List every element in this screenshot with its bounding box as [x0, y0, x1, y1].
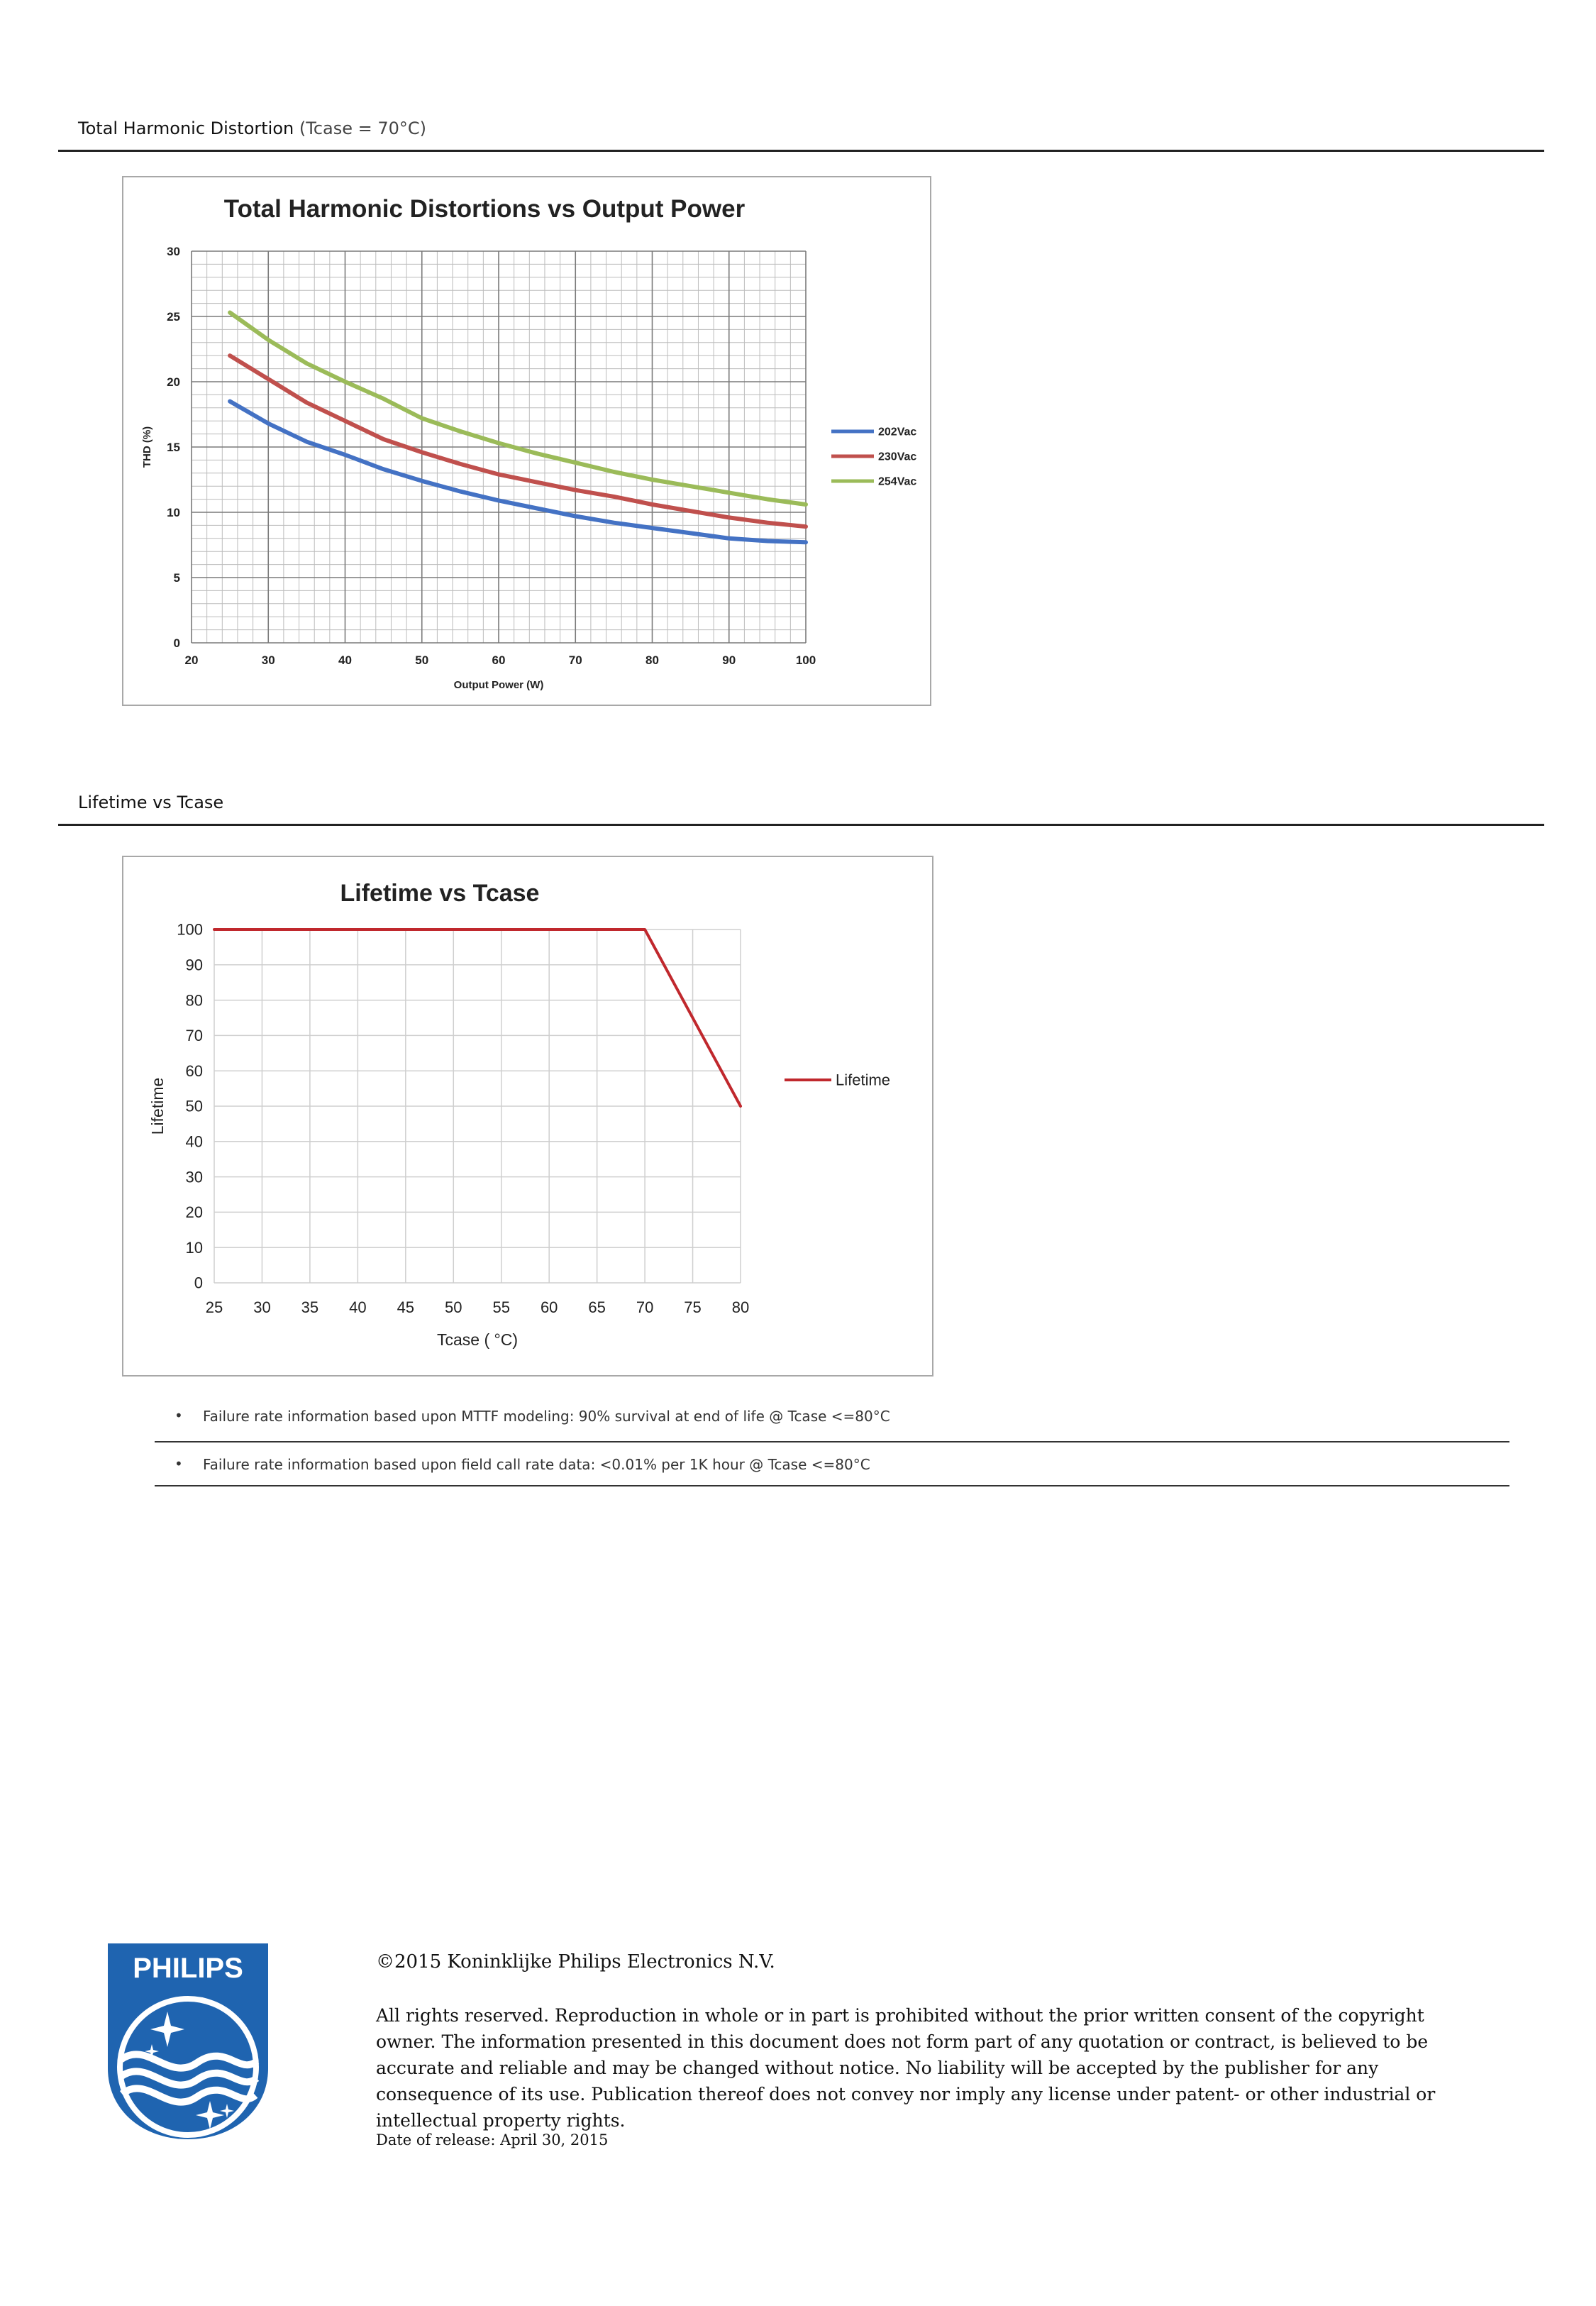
lifetime-chart: 25 30 35 40 45 50 55 60 65 70 75 80 0 10 20 30 40 50 60 70 8…	[122, 856, 933, 1377]
legend-label: Lifetime	[836, 1071, 890, 1089]
x-tick-label: 30	[253, 1298, 270, 1316]
legend-label: 230Vac	[878, 451, 916, 463]
y-tick-label: 30	[167, 245, 180, 258]
y-tick-label: 30	[186, 1168, 203, 1186]
x-tick-label: 40	[349, 1298, 366, 1316]
y-tick-label: 0	[174, 636, 180, 650]
thd-title: Total Harmonic Distortion	[78, 118, 294, 138]
note-divider	[155, 1485, 1509, 1486]
y-tick-label: 60	[186, 1062, 203, 1080]
y-tick-label: 25	[167, 310, 180, 324]
copyright-text: ©2015 Koninklijke Philips Electronics N.…	[376, 1951, 775, 1973]
x-axis-label: Output Power (W)	[454, 679, 544, 691]
legend-label: 254Vac	[878, 476, 916, 488]
x-tick-label: 60	[492, 653, 506, 667]
y-tick-label: 0	[194, 1274, 203, 1292]
x-tick-label: 25	[206, 1298, 223, 1316]
y-tick-label: 5	[174, 571, 180, 585]
series-line	[228, 353, 808, 529]
note-text: Failure rate information based upon MTTF…	[203, 1408, 890, 1425]
y-tick-label: 70	[186, 1027, 203, 1044]
series-line	[228, 399, 808, 545]
y-tick-label: 100	[177, 921, 203, 939]
series-line	[213, 928, 742, 1108]
y-axis-label: Lifetime	[148, 1078, 167, 1135]
x-tick-label: 20	[185, 653, 199, 667]
x-tick-label: 100	[796, 653, 816, 667]
y-tick-label: 50	[186, 1098, 203, 1115]
x-axis-label: Tcase ( °C)	[437, 1330, 518, 1349]
x-tick-label: 75	[684, 1298, 701, 1316]
note-text: Failure rate information based upon fiel…	[203, 1456, 870, 1473]
chart-title: Lifetime vs Tcase	[340, 880, 540, 907]
y-tick-label: 10	[167, 506, 180, 519]
x-tick-label: 35	[301, 1298, 318, 1316]
x-tick-label: 80	[645, 653, 659, 667]
x-tick-label: 70	[636, 1298, 653, 1316]
release-date: Date of release: April 30, 2015	[376, 2131, 609, 2148]
x-tick-label: 60	[541, 1298, 558, 1316]
lifetime-chart-svg: 25 30 35 40 45 50 55 60 65 70 75 80 0 10 20 30 40 50 60 70 8…	[148, 880, 890, 1349]
y-tick-label: 10	[186, 1239, 203, 1257]
thd-chart-svg: 20 30 40 50 60 70 80 90 100 0 5 10 15 20 25 30 Total Har…	[141, 195, 916, 691]
thd-section-title: Total Harmonic Distortion (Tcase = 70°C)	[78, 118, 426, 138]
y-tick-label: 15	[167, 441, 180, 454]
chart-title: Total Harmonic Distortions vs Output Pow…	[224, 195, 746, 223]
bullet-icon: •	[174, 1407, 183, 1424]
philips-shield-logo: PHILIPS	[108, 1943, 268, 2139]
x-tick-label: 50	[415, 653, 428, 667]
x-tick-label: 40	[338, 653, 352, 667]
section-divider	[58, 824, 1544, 826]
x-tick-label: 45	[397, 1298, 414, 1316]
note-divider	[155, 1441, 1509, 1442]
y-axis-label: THD (%)	[141, 426, 153, 468]
rights-text: All rights reserved. Reproduction in who…	[376, 2005, 1436, 2131]
x-tick-label: 90	[722, 653, 736, 667]
thd-chart: 20 30 40 50 60 70 80 90 100 0 5 10 15 20 25 30 Total Har…	[122, 176, 931, 706]
y-tick-label: 20	[186, 1203, 203, 1221]
series-line	[228, 310, 808, 507]
x-tick-label: 80	[732, 1298, 749, 1316]
thd-title-suffix: (Tcase = 70°C)	[299, 118, 427, 138]
lifetime-section-title: Lifetime vs Tcase	[78, 793, 223, 812]
x-tick-label: 50	[445, 1298, 462, 1316]
section-divider	[58, 150, 1544, 152]
legend-label: 202Vac	[878, 426, 916, 438]
lifetime-title: Lifetime vs Tcase	[78, 793, 224, 812]
y-tick-label: 90	[186, 956, 203, 974]
x-tick-label: 55	[492, 1298, 509, 1316]
logo-wordmark: PHILIPS	[133, 1953, 243, 1984]
x-tick-label: 30	[262, 653, 275, 667]
y-tick-label: 20	[167, 375, 180, 389]
y-tick-label: 40	[186, 1133, 203, 1151]
bullet-icon: •	[174, 1455, 183, 1472]
x-tick-label: 65	[588, 1298, 605, 1316]
y-tick-label: 80	[186, 991, 203, 1009]
x-tick-label: 70	[569, 653, 582, 667]
